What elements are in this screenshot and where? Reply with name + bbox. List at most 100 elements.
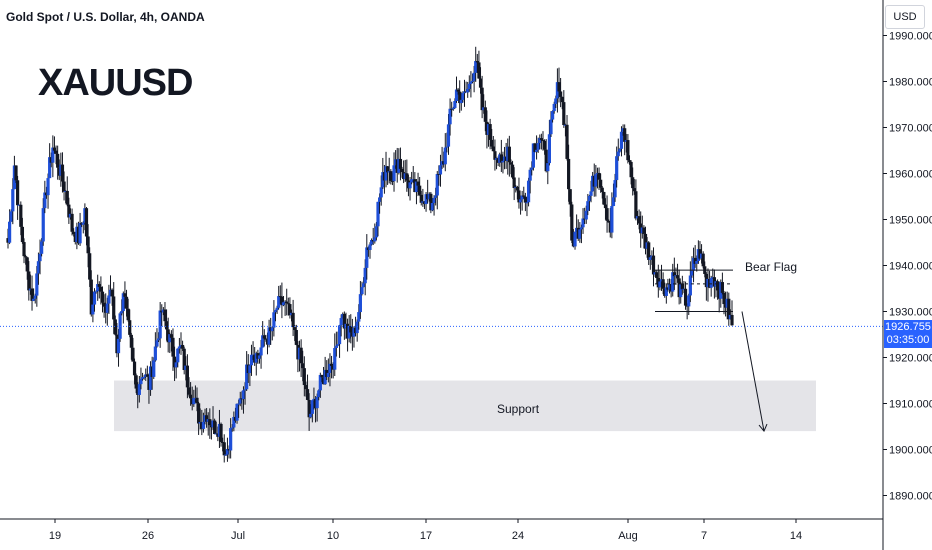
candle bbox=[116, 329, 121, 367]
candle-body bbox=[246, 364, 250, 374]
candle-body bbox=[91, 304, 95, 315]
candle bbox=[273, 309, 278, 322]
candle-body bbox=[123, 293, 127, 297]
candle-body bbox=[320, 374, 324, 378]
candle bbox=[288, 297, 292, 319]
candle-body bbox=[350, 332, 354, 337]
candle-body bbox=[20, 226, 25, 243]
candle bbox=[360, 281, 364, 296]
candle-body bbox=[187, 387, 191, 395]
candle bbox=[230, 424, 234, 432]
candle-body bbox=[454, 89, 459, 102]
candle bbox=[379, 175, 383, 206]
candle-body bbox=[249, 354, 254, 366]
candle-body bbox=[395, 159, 399, 173]
candle bbox=[453, 98, 457, 109]
candle-body bbox=[265, 339, 270, 345]
candle-body bbox=[575, 227, 579, 232]
candle bbox=[640, 215, 644, 239]
candle bbox=[321, 366, 326, 385]
candle bbox=[371, 227, 375, 245]
candle bbox=[179, 332, 183, 355]
candle-body bbox=[67, 204, 71, 218]
candle-body bbox=[470, 80, 475, 82]
candle bbox=[466, 81, 470, 98]
candle-body bbox=[216, 433, 220, 437]
candle bbox=[216, 426, 220, 442]
candle bbox=[648, 255, 652, 270]
candle bbox=[600, 186, 604, 199]
candle bbox=[265, 332, 270, 355]
candle bbox=[337, 324, 342, 358]
candle bbox=[60, 152, 65, 193]
candle-body bbox=[209, 425, 214, 428]
candle-body bbox=[603, 204, 608, 209]
candle-body bbox=[73, 234, 77, 243]
candle bbox=[387, 157, 391, 184]
candle-body bbox=[413, 179, 417, 193]
candle-body bbox=[102, 302, 106, 307]
candle bbox=[478, 67, 483, 94]
candle-body bbox=[435, 174, 439, 196]
candle bbox=[389, 169, 393, 185]
candle-body bbox=[611, 197, 616, 207]
candle bbox=[43, 180, 47, 214]
candle bbox=[398, 147, 403, 181]
candle bbox=[397, 148, 401, 175]
candle-body bbox=[161, 309, 165, 313]
candle-body bbox=[498, 154, 502, 163]
candle bbox=[177, 337, 181, 354]
candle-body bbox=[528, 169, 532, 181]
candle bbox=[632, 179, 636, 195]
candle-body bbox=[402, 172, 406, 180]
currency-button[interactable]: USD bbox=[885, 5, 925, 29]
candle-body bbox=[398, 158, 403, 169]
candle bbox=[669, 278, 673, 298]
candle bbox=[89, 270, 93, 317]
candle bbox=[552, 101, 556, 114]
candle-body bbox=[722, 292, 726, 305]
candle-body bbox=[651, 255, 656, 275]
candle-body bbox=[381, 172, 385, 188]
candle-body bbox=[16, 180, 20, 206]
candle-body bbox=[567, 158, 571, 190]
candle bbox=[474, 46, 478, 82]
candle-body bbox=[124, 296, 129, 309]
candle bbox=[691, 247, 696, 283]
candle-body bbox=[92, 291, 97, 305]
candle bbox=[302, 356, 306, 397]
candle-body bbox=[100, 291, 105, 303]
candle bbox=[528, 167, 532, 194]
candle-body bbox=[301, 363, 305, 369]
candle bbox=[30, 275, 34, 311]
candle bbox=[531, 143, 535, 171]
candle-body bbox=[477, 62, 481, 79]
candle-body bbox=[672, 272, 676, 277]
candle bbox=[197, 401, 201, 435]
candle bbox=[374, 221, 379, 241]
x-tick-label: 10 bbox=[327, 530, 339, 542]
candle bbox=[76, 221, 81, 245]
plot-area bbox=[0, 46, 883, 463]
candle-body bbox=[89, 279, 93, 315]
candle-body bbox=[84, 208, 89, 237]
candle-body bbox=[232, 416, 236, 428]
candle-body bbox=[619, 131, 624, 149]
candle-body bbox=[163, 309, 167, 322]
candle bbox=[253, 346, 257, 366]
candle bbox=[591, 171, 595, 192]
candle bbox=[352, 326, 356, 348]
candle-body bbox=[221, 441, 225, 443]
candle bbox=[105, 297, 109, 326]
candle bbox=[730, 300, 734, 326]
candle-body bbox=[309, 413, 313, 418]
candle-body bbox=[110, 289, 114, 297]
candle-body bbox=[568, 189, 572, 205]
candle bbox=[299, 339, 303, 378]
candle bbox=[84, 207, 89, 246]
candle bbox=[634, 179, 638, 221]
candle bbox=[658, 269, 662, 291]
candle bbox=[467, 75, 471, 92]
candle-body bbox=[587, 195, 592, 202]
